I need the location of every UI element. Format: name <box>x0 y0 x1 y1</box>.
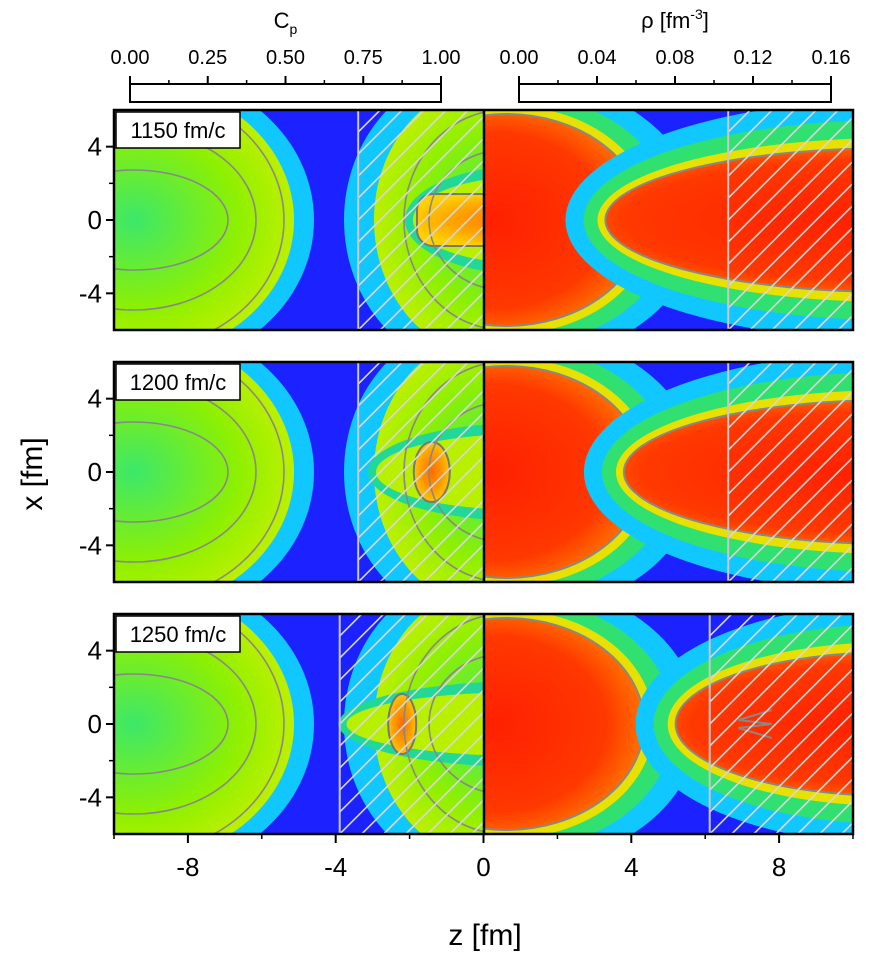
diagonal-hatch <box>358 110 484 330</box>
y-tick-label: 4 <box>88 132 102 162</box>
cp-contour <box>114 169 229 271</box>
colorbar-tick-label: 0.00 <box>500 47 539 69</box>
time-label-box <box>115 615 241 653</box>
cp-left-lobe <box>114 110 294 330</box>
time-row-3: 1250 fm/c <box>112 612 855 836</box>
time-label-text: 1250 fm/c <box>130 622 227 647</box>
time-label-box <box>115 363 241 401</box>
colorbar-tick-label: 0.00 <box>111 47 150 69</box>
diagonal-hatch-border <box>708 614 853 834</box>
colorbar-tick-label: 0.50 <box>266 47 305 69</box>
time-label-box <box>115 111 241 149</box>
cp-contour <box>212 614 285 834</box>
y-tick-label: 0 <box>88 457 102 487</box>
colorbar-title: Cp <box>274 8 298 37</box>
x-axis: -8 -4 0 4 8 <box>113 834 854 882</box>
y-tick-label: 4 <box>88 384 102 414</box>
hatch-overlays <box>357 110 853 330</box>
y-axis: 4 0 -4 4 0 -4 4 0 -4 <box>79 132 114 812</box>
diagonal-hatch-border <box>727 362 853 582</box>
cp-contour <box>428 655 484 793</box>
colorbar-tick-label: 0.75 <box>344 47 383 69</box>
diagonal-hatch-border <box>338 614 484 834</box>
cp-contour <box>428 151 484 289</box>
time-label: 1150 fm/c <box>115 111 241 149</box>
cp-left-lobe <box>114 614 294 834</box>
rho-contour <box>738 709 772 739</box>
colorbar-tick-label: 0.12 <box>734 47 773 69</box>
cp-contour <box>212 110 285 330</box>
cp-left-lobe <box>114 362 294 582</box>
colorbar-tick-label: 0.16 <box>812 47 851 69</box>
rho-panel <box>484 362 853 582</box>
colorbar-box <box>518 83 832 103</box>
cp-contour <box>212 362 285 582</box>
y-tick-label: -4 <box>79 278 102 308</box>
x-tick-label: -8 <box>176 852 199 882</box>
hatch-overlays <box>338 614 853 834</box>
cp-contour <box>114 421 229 523</box>
time-row-1: 1150 fm/c <box>112 108 855 332</box>
rho-right-core <box>622 399 853 545</box>
cp-contour <box>114 673 229 775</box>
cp-contour <box>403 363 484 581</box>
y-tick-label: 0 <box>88 709 102 739</box>
y-tick-label: -4 <box>79 530 102 560</box>
colorbar-tick-label: 0.25 <box>188 47 227 69</box>
rho-hatch <box>708 614 853 834</box>
diagonal-hatch-border <box>357 362 484 582</box>
cp-contour <box>428 403 484 541</box>
rho-hatch <box>727 110 853 330</box>
x-tick-label: 8 <box>772 852 786 882</box>
colorbar-tick-label: 0.08 <box>656 47 695 69</box>
colorbar-cp: Cp 0.00 0.25 0.50 0.75 1.00 <box>111 8 461 103</box>
hatch-overlays <box>357 362 853 582</box>
y-tick-label: -4 <box>79 782 102 812</box>
x-tick-label: 4 <box>624 852 638 882</box>
diagonal-hatch <box>728 362 853 582</box>
colorbar-tick-label: 0.04 <box>578 47 617 69</box>
colorbars: Cp 0.00 0.25 0.50 0.75 1.00 ρ [fm-3] 0.00 0.04 0.… <box>111 6 851 103</box>
cp-contour <box>403 615 484 833</box>
x-tick-label: -4 <box>324 852 347 882</box>
cp-hatch <box>357 110 484 330</box>
heatmap-panels: 1150 fm/c 1200 fm/c 1250 fm/c <box>112 108 855 836</box>
time-label-text: 1150 fm/c <box>131 118 226 143</box>
rho-panel <box>484 614 853 834</box>
rho-panel <box>484 110 853 330</box>
colorbar-rho: ρ [fm-3] 0.00 0.04 0.08 0.12 0.16 <box>500 6 851 103</box>
cp-hatch <box>338 614 484 834</box>
time-label: 1200 fm/c <box>115 363 241 401</box>
y-tick-label: 0 <box>88 205 102 235</box>
cp-hatch <box>357 362 484 582</box>
diagonal-hatch <box>358 362 484 582</box>
cp-hot-spot-left <box>387 693 418 755</box>
rho-hatch <box>727 362 853 582</box>
y-axis-label: x [fm] <box>16 437 49 510</box>
diagonal-hatch <box>709 614 853 834</box>
diagonal-hatch <box>728 110 853 330</box>
diagonal-hatch <box>339 614 484 834</box>
x-axis-label: z [fm] <box>448 919 521 952</box>
colorbar-box <box>129 83 442 103</box>
time-row-2: 1200 fm/c <box>112 360 855 584</box>
time-label: 1250 fm/c <box>115 615 241 653</box>
colorbar-title: ρ [fm-3] <box>641 6 709 33</box>
diagonal-hatch-border <box>357 110 484 330</box>
y-tick-label: 4 <box>88 636 102 666</box>
cp-panel <box>114 614 484 834</box>
cp-contour <box>403 111 484 329</box>
diagonal-hatch-border <box>727 110 853 330</box>
time-label-text: 1200 fm/c <box>130 370 227 395</box>
colorbar-tick-label: 1.00 <box>422 47 461 69</box>
x-tick-label: 0 <box>476 852 490 882</box>
